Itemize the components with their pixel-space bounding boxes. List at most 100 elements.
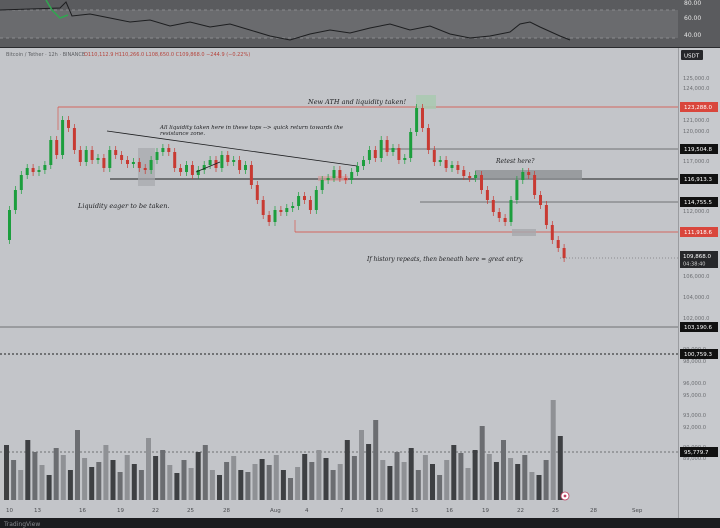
candle-body <box>485 190 489 200</box>
volume-bar <box>46 475 52 500</box>
volume-bar <box>465 468 471 500</box>
time-axis-bg <box>0 500 678 518</box>
candle-body <box>539 195 542 205</box>
volume-bar <box>529 472 535 500</box>
level-badge-ath <box>680 102 718 112</box>
volume-bar <box>167 465 173 500</box>
main-pane-bg <box>0 48 678 518</box>
level-label-l103: 103,190.6 <box>684 325 712 331</box>
volume-bar <box>394 452 400 500</box>
candle-body <box>185 165 188 172</box>
volume-bar <box>323 458 329 500</box>
candle-body <box>556 240 560 248</box>
volume-bar <box>493 462 499 500</box>
ath-zone[interactable] <box>416 95 436 109</box>
volume-bar <box>259 459 265 500</box>
candle-body <box>444 160 448 168</box>
candle-body <box>527 172 531 175</box>
time-label: 19 <box>482 508 489 514</box>
currency-badge[interactable] <box>681 50 703 60</box>
time-label: 25 <box>187 508 194 514</box>
annotation-liquidity: Liquidity eager to be taken. <box>77 202 170 210</box>
price-tick-label: 93,000.0 <box>683 413 706 419</box>
small-arrow-line[interactable] <box>195 161 221 173</box>
time-label: 13 <box>411 508 418 514</box>
price-tick-label: 96,000.0 <box>683 381 706 387</box>
volume-bar <box>366 444 372 500</box>
price-tick-label: 106,000.0 <box>683 274 709 280</box>
candle-body <box>432 150 436 162</box>
candle-body <box>515 180 519 200</box>
candle-body <box>397 148 401 160</box>
price-tick-label: 112,000.0 <box>683 209 709 215</box>
candle-body <box>373 150 377 158</box>
price-tick-label: 121,000.0 <box>683 118 709 124</box>
candle-body <box>356 166 360 172</box>
ohlc-values: O110,112.9 H110,266.0 L108,650.0 C109,86… <box>84 52 250 58</box>
volume-bar <box>25 440 31 500</box>
volume-bar <box>4 445 9 500</box>
candle-body <box>255 185 259 200</box>
volume-bar <box>11 460 17 500</box>
candle-body <box>13 190 17 210</box>
current-price-badge <box>680 251 718 268</box>
volume-bar <box>316 450 322 500</box>
candle-body <box>497 212 501 218</box>
candle-body <box>338 170 342 178</box>
volume-bar <box>195 452 201 500</box>
volume-bar <box>422 455 428 500</box>
volume-bar <box>124 455 130 500</box>
candle-body <box>220 155 224 168</box>
candle-body <box>503 218 507 222</box>
price-axis-bg <box>678 48 720 518</box>
volume-bar <box>337 464 343 500</box>
candle-body <box>273 210 277 222</box>
candle-body <box>409 132 413 158</box>
candle-body <box>37 170 41 172</box>
annotation-ath: New ATH and liquidity taken! <box>307 98 406 106</box>
annotation-history: If history repeats, then beneath here = … <box>366 256 524 263</box>
level-label-l111: 111,918.6 <box>684 230 712 236</box>
candle-body <box>108 150 112 168</box>
candle-body <box>391 148 395 152</box>
volume-bar <box>217 475 222 500</box>
volume-bar <box>82 458 88 500</box>
time-label: Sep <box>632 508 643 514</box>
candle-body <box>308 200 312 210</box>
candlesticks <box>8 104 566 262</box>
candle-body <box>226 155 230 162</box>
volume-bar <box>89 467 95 500</box>
rsi-line <box>0 1 571 41</box>
candle-body <box>415 108 419 132</box>
volume-bar <box>231 456 237 500</box>
settings-icon[interactable] <box>560 491 570 501</box>
volume-bar <box>309 462 315 500</box>
volume-bar <box>415 470 421 500</box>
time-label: Aug <box>270 508 281 514</box>
rsi-green-line <box>45 0 69 19</box>
volume-bar <box>387 466 393 500</box>
price-level-labels: 123,288.0 119,504.8 116,913.3 114,755.5 111,… <box>680 102 718 457</box>
candle-body <box>462 170 466 176</box>
candle-body <box>438 160 442 162</box>
volume-bar <box>117 472 123 500</box>
volume-bar <box>160 450 166 500</box>
volume-bar <box>557 436 563 500</box>
candle-body <box>297 196 301 206</box>
candle-body <box>232 160 236 162</box>
volume-bar <box>273 455 279 500</box>
time-label: 28 <box>590 508 597 514</box>
volume-bar <box>515 464 521 500</box>
candle-body <box>167 148 171 152</box>
level-label-ath: 123,288.0 <box>684 105 712 111</box>
descending-trendline[interactable] <box>106 130 358 167</box>
candle-body <box>320 180 324 190</box>
candle-body <box>179 168 183 172</box>
volume-bar <box>153 456 159 500</box>
candle-body <box>96 158 100 160</box>
time-axis-labels: 10 13 16 19 22 25 28 Aug 4 7 10 13 16 19 22 25 28 Sep <box>6 508 643 514</box>
level-badge-l103 <box>680 322 718 332</box>
annotation-tops-1: All liquidity taken here in these tops -… <box>159 125 344 131</box>
